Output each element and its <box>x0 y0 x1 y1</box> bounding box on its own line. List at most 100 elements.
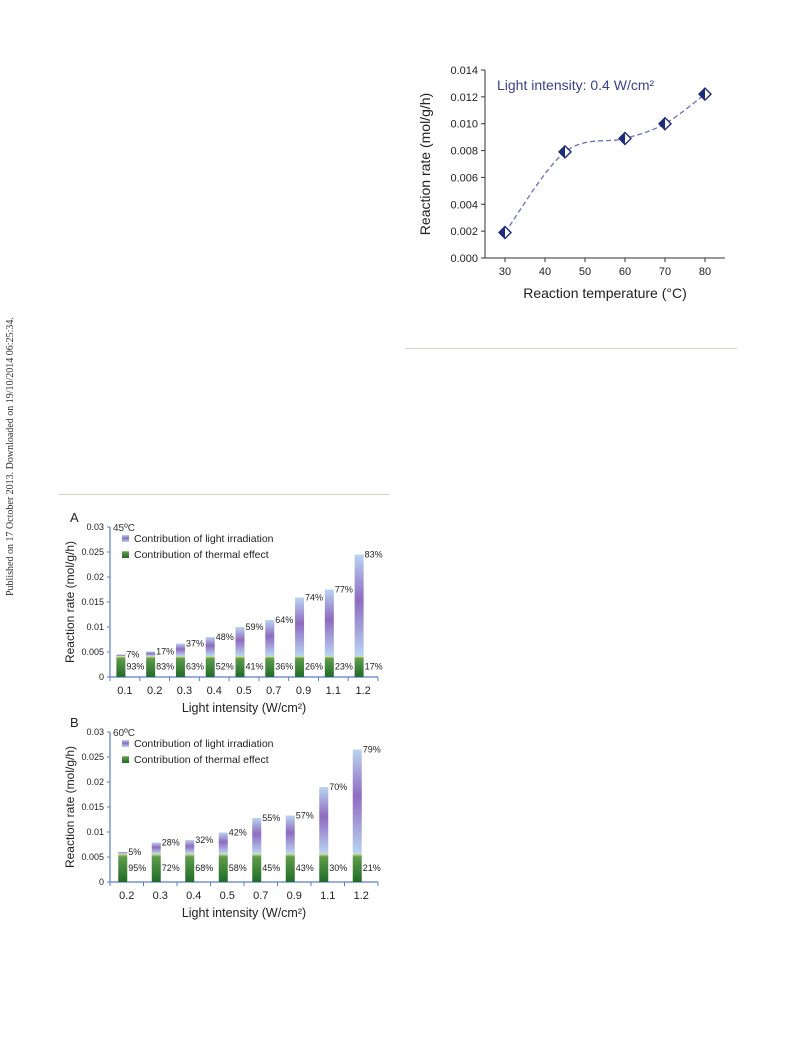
x-tick-label: 0.7 <box>253 890 268 902</box>
thermal-percent-label: 30% <box>329 863 347 873</box>
x-tick-label: 0.3 <box>153 890 168 902</box>
x-axis-title: Light intensity (W/cm²) <box>182 906 306 920</box>
x-tick-label: 1.1 <box>320 890 335 902</box>
data-point-marker <box>698 87 712 102</box>
panel-b-bar-chart: B 60ºC 0 0.005 0.01 0.015 0.02 0.025 0.03 95% 5% 0.… <box>63 715 381 920</box>
x-axis-title: Reaction temperature (°C) <box>523 285 687 301</box>
x-axis-title: Light intensity (W/cm²) <box>182 701 306 715</box>
y-tick-label: 0.02 <box>86 572 104 582</box>
legend-light-swatch <box>122 740 129 747</box>
diamond-fill <box>559 145 565 158</box>
light-bar <box>235 627 245 656</box>
x-tick-label: 80 <box>699 266 711 278</box>
y-tick-label: 0.010 <box>450 119 478 131</box>
x-tick-label: 50 <box>579 266 591 278</box>
y-tick-label: 0.012 <box>450 92 478 104</box>
light-intensity-annotation: Light intensity: 0.4 W/cm² <box>497 77 655 93</box>
y-tick-label: 0.005 <box>81 852 104 862</box>
x-tick-label: 0.5 <box>220 890 235 902</box>
thermal-percent-label: 45% <box>262 863 280 873</box>
thermal-bar <box>235 656 245 677</box>
thermal-bar <box>218 853 228 882</box>
thermal-bar <box>205 656 215 677</box>
legend-light-label: Contribution of light irradiation <box>134 738 274 750</box>
light-percent-label: 55% <box>262 813 280 823</box>
data-point-marker <box>558 144 572 159</box>
light-percent-label: 59% <box>246 622 264 632</box>
data-point-marker <box>658 116 672 131</box>
y-tick-label: 0.01 <box>86 622 104 632</box>
x-tick-label: 1.2 <box>355 685 370 697</box>
temperature-rate-chart: 0.000 0.002 0.004 0.006 0.008 0.010 0.012 0.014… <box>417 65 725 301</box>
light-percent-label: 57% <box>296 811 314 821</box>
data-point-marker <box>618 131 632 146</box>
temperature-label: 45ºC <box>113 523 135 534</box>
thermal-bar <box>295 656 305 677</box>
y-tick-label: 0.002 <box>450 226 478 238</box>
x-tick-label: 70 <box>659 266 671 278</box>
thermal-percent-label: 72% <box>162 863 180 873</box>
y-tick-label: 0.004 <box>450 199 478 211</box>
thermal-bar <box>324 656 334 677</box>
thermal-bar <box>252 853 262 882</box>
thermal-bar <box>118 853 128 882</box>
x-tick-label: 0.9 <box>287 890 302 902</box>
temperature-label: 60ºC <box>113 728 135 739</box>
thermal-bar <box>116 656 126 677</box>
y-tick-label: 0.03 <box>86 727 104 737</box>
light-bar <box>252 818 262 854</box>
x-tick-label: 0.7 <box>266 685 281 697</box>
light-bar <box>352 749 362 854</box>
thermal-bar <box>285 853 295 882</box>
y-axis-title: Reaction rate (mol/g/h) <box>63 541 77 663</box>
y-tick-label: 0 <box>99 672 104 682</box>
thermal-percent-label: 63% <box>186 662 204 672</box>
x-tick-label: 60 <box>619 266 631 278</box>
diamond-fill <box>699 88 705 101</box>
light-percent-label: 32% <box>195 835 213 845</box>
y-tick-label: 0.015 <box>81 802 104 812</box>
thermal-bar <box>146 656 156 677</box>
thermal-bar <box>185 853 195 882</box>
light-bar <box>175 643 185 656</box>
thermal-bar <box>175 656 185 677</box>
thermal-percent-label: 95% <box>128 863 146 873</box>
x-tick-label: 1.2 <box>354 890 369 902</box>
light-bar <box>354 554 364 656</box>
light-percent-label: 74% <box>305 593 323 603</box>
light-percent-label: 79% <box>363 745 381 755</box>
legend-light-label: Contribution of light irradiation <box>134 533 274 545</box>
data-point-marker <box>498 225 512 240</box>
x-tick-label: 30 <box>499 266 511 278</box>
panel-a-bar-chart: A 45ºC 0 0.005 0.01 0.015 0.02 0.025 0.03 93% 7% 0.… <box>63 510 383 715</box>
thermal-percent-label: 43% <box>296 863 314 873</box>
x-tick-label: 0.1 <box>117 685 132 697</box>
x-tick-label: 0.3 <box>177 685 192 697</box>
legend-thermal-label: Contribution of thermal effect <box>134 754 269 766</box>
x-tick-label: 0.4 <box>186 890 201 902</box>
legend-thermal-swatch <box>122 756 129 763</box>
thermal-bar <box>265 656 275 677</box>
diamond-fill <box>619 132 625 145</box>
divider-top-right <box>405 348 737 349</box>
light-percent-label: 48% <box>216 632 234 642</box>
light-percent-label: 77% <box>335 585 353 595</box>
thermal-bar <box>319 853 329 882</box>
x-tick-label: 0.9 <box>296 685 311 697</box>
light-percent-label: 5% <box>128 847 141 857</box>
divider-left <box>58 494 390 495</box>
light-percent-label: 64% <box>275 615 293 625</box>
diamond-fill <box>499 226 505 239</box>
x-tick-label: 40 <box>539 266 551 278</box>
light-percent-label: 70% <box>329 782 347 792</box>
light-bar <box>285 815 295 854</box>
x-tick-label: 0.2 <box>147 685 162 697</box>
series-line <box>504 93 706 233</box>
thermal-percent-label: 58% <box>229 863 247 873</box>
light-bar <box>151 842 161 854</box>
y-tick-label: 0.005 <box>81 647 104 657</box>
thermal-percent-label: 36% <box>275 662 293 672</box>
y-tick-label: 0.008 <box>450 146 478 158</box>
y-tick-label: 0.006 <box>450 172 478 184</box>
legend-thermal-swatch <box>122 551 129 558</box>
